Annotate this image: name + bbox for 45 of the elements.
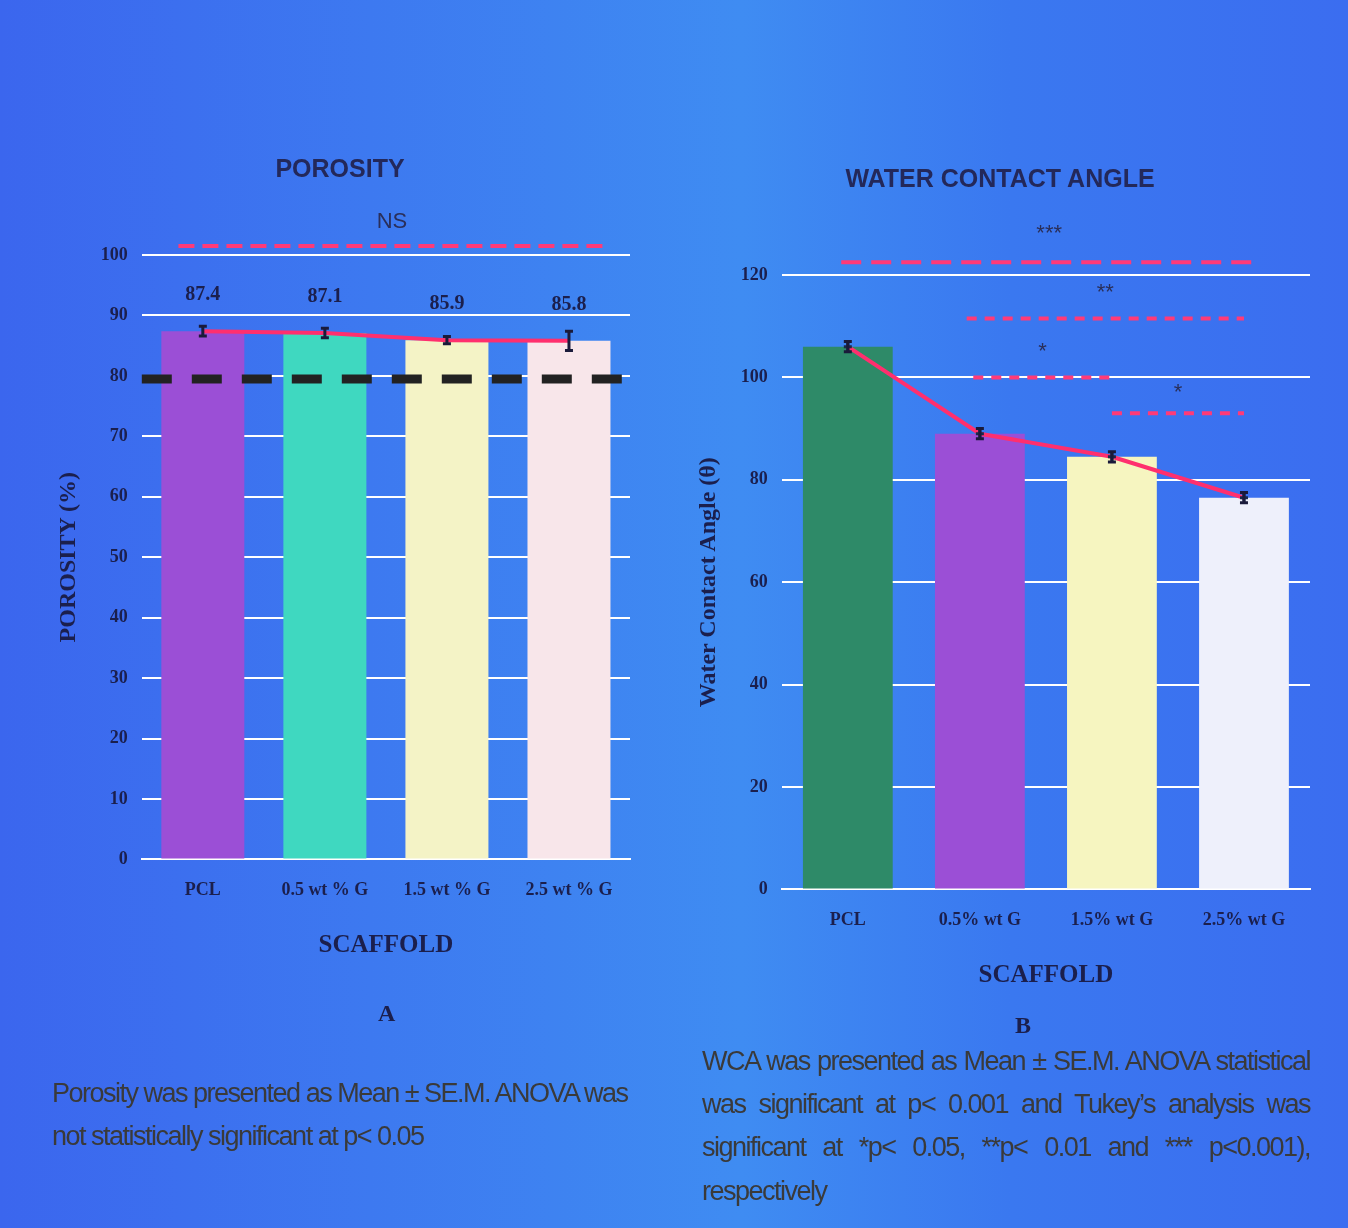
y-tick-label: 40: [109, 606, 128, 627]
text: A: [378, 1000, 396, 1027]
text: WCA was presented as Mean ± SE.M. ANOVA statistical was significant at p< 0.001 and Tukey’s analysis was significant at *p< 0.05, **p< 0.01 and *** p<0.001), respectively: [702, 1045, 1310, 1208]
y-axis-title: Water Contact Angle (θ): [693, 457, 720, 708]
chart-title: WATER CONTACT ANGLE: [845, 163, 1155, 192]
y-tick-label: 50: [109, 545, 128, 566]
y-tick-label: 120: [740, 263, 768, 284]
y-tick-label: 90: [109, 304, 128, 325]
y-tick-label: 100: [740, 366, 768, 387]
x-tick-label: 0.5% wt G: [938, 908, 1022, 929]
x-axis-title: SCAFFOLD: [978, 960, 1114, 988]
x-tick-label: 2.5 wt % G: [525, 878, 613, 899]
annotation: **: [1096, 278, 1115, 304]
x-tick-label: 1.5% wt G: [1070, 908, 1154, 929]
y-tick-label: 60: [749, 570, 768, 591]
annotation: *: [1038, 337, 1048, 363]
x-tick-label: PCL: [184, 878, 221, 899]
x-tick-label: 1.5 wt % G: [403, 878, 491, 899]
chart-title: POROSITY: [275, 153, 405, 182]
y-tick-label: 70: [109, 424, 128, 445]
x-tick-label: PCL: [829, 908, 866, 929]
y-tick-label: 20: [749, 775, 768, 796]
y-tick-label: 30: [109, 666, 128, 687]
x-tick-label: 2.5% wt G: [1202, 908, 1286, 929]
y-tick-label: 20: [109, 727, 128, 748]
text: NS: [376, 207, 408, 233]
y-tick-label: 80: [109, 364, 128, 385]
data-label: 87.4: [185, 282, 221, 305]
y-tick-label: 100: [100, 243, 128, 264]
y-tick-label: 60: [109, 485, 128, 506]
text: B: [1015, 1012, 1032, 1039]
x-axis-title: SCAFFOLD: [318, 930, 454, 958]
data-label: 85.8: [551, 292, 587, 314]
y-tick-label: 10: [109, 787, 128, 808]
text: ***: [1036, 220, 1063, 246]
y-tick-label: 40: [749, 673, 768, 694]
y-tick-label: 0: [118, 848, 128, 869]
x-tick-label: 0.5 wt % G: [281, 878, 369, 899]
text: Porosity was presented as Mean ± SE.M. ANOVA was not statistically significant at p< 0.05: [52, 1077, 629, 1154]
data-label: 85.9: [429, 291, 465, 314]
y-axis-title: POROSITY (%): [53, 471, 80, 643]
data-label: 87.1: [307, 284, 343, 307]
y-tick-label: 0: [758, 878, 768, 899]
annotation: *: [1173, 378, 1183, 404]
y-tick-label: 80: [749, 468, 768, 489]
